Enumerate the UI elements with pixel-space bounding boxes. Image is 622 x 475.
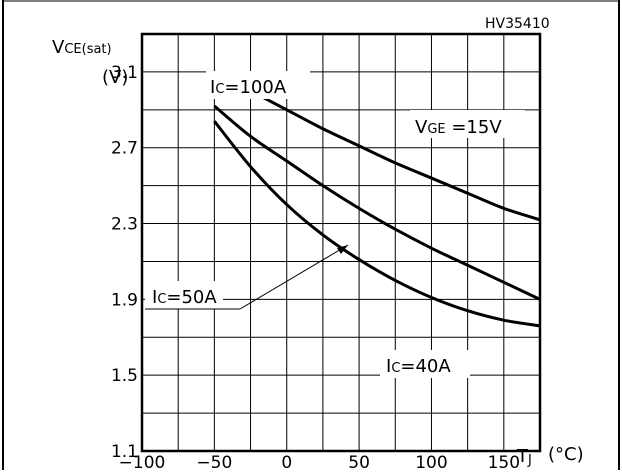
svg-text:IC=50A: IC=50A <box>152 287 217 308</box>
y-axis-unit: (V) <box>102 67 128 88</box>
label-ic-50a-leader-arrow <box>239 244 349 310</box>
y-axis-label: VCE(sat) <box>52 37 112 58</box>
y-tick-label: 2.3 <box>111 215 138 235</box>
y-tick-label: 3.1 <box>111 63 138 83</box>
plot-area <box>140 32 542 453</box>
x-tick-label: 0 <box>281 453 292 470</box>
series-layer <box>213 70 541 328</box>
series-line-ic-40a <box>213 120 541 328</box>
x-tick-label: −50 <box>196 453 232 470</box>
condition-annotation: VGE =15V <box>410 110 525 138</box>
series-line-ic-50a <box>213 104 541 301</box>
x-tick-label: −100 <box>119 453 166 470</box>
y-tick-label: 2.7 <box>111 139 138 159</box>
svg-text:IC=100A: IC=100A <box>210 77 287 98</box>
x-tick-label: 100 <box>415 453 447 470</box>
grid <box>142 34 540 451</box>
x-axis-label: TJ <box>516 446 532 468</box>
label-ic-100a: IC=100A <box>206 71 310 99</box>
svg-text:IC=40A: IC=40A <box>386 356 451 377</box>
label-ic-40a: IC=40A <box>380 350 470 378</box>
x-tick-label: 150 <box>488 453 520 470</box>
x-tick-label: 50 <box>348 453 370 470</box>
y-tick-label: 1.5 <box>111 366 138 386</box>
label-ic-50a: IC=50A <box>145 281 223 309</box>
label-ic-50a-arrowhead <box>337 245 348 254</box>
x-axis-unit: (°C) <box>548 444 584 465</box>
svg-text:VGE =15V: VGE =15V <box>415 117 502 138</box>
tick-labels: −100 −50 0 50 100 150 1.1 1.5 1.9 2.3 2.7 3.1 <box>111 63 520 473</box>
y-tick-label: 1.9 <box>111 290 138 310</box>
series-line-ic-100a <box>213 70 541 222</box>
chart-code: HV35410 <box>485 16 550 32</box>
y-tick-label: 1.1 <box>111 442 138 462</box>
